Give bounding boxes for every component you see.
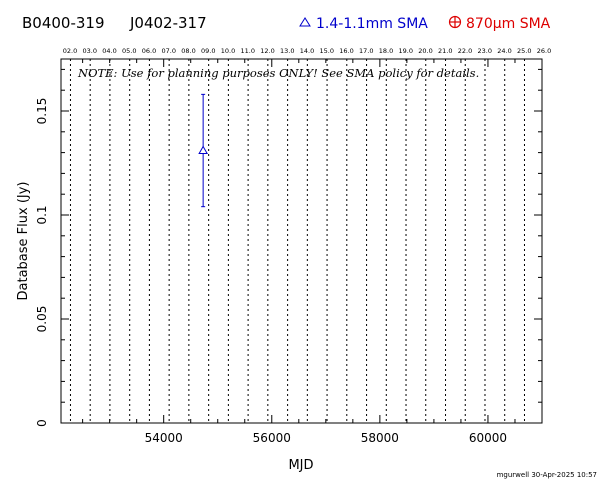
year-label: 13.0 — [280, 47, 294, 55]
legend-sma2: 870μm SMA — [448, 15, 551, 32]
y-tick-label: 0.05 — [35, 306, 49, 333]
year-label: 07.0 — [162, 47, 176, 55]
legend-sma1-label: 1.4-1.1mm SMA — [316, 16, 428, 32]
axis-ticks — [61, 59, 543, 424]
source-name: B0400-319 — [22, 14, 105, 32]
year-label: 04.0 — [102, 47, 116, 55]
legend-sma1: 1.4-1.1mm SMA — [299, 16, 428, 32]
y-tick-label: 0 — [35, 419, 49, 427]
year-label: 03.0 — [83, 47, 97, 55]
legend-sma2-label: 870μm SMA — [466, 16, 551, 32]
year-label: 22.0 — [458, 47, 472, 55]
year-axis-labels: 02.0 03.0 04.0 05.0 06.0 07.0 08.0 09.0 10.0 11.0… — [63, 47, 551, 55]
y-tick-label: 0.1 — [35, 205, 49, 224]
year-label: 21.0 — [438, 47, 452, 55]
year-label: 02.0 — [63, 47, 77, 55]
year-label: 14.0 — [300, 47, 314, 55]
year-label: 10.0 — [221, 47, 235, 55]
year-label: 17.0 — [359, 47, 373, 55]
year-label: 19.0 — [399, 47, 413, 55]
y-tick-label: 0.15 — [35, 98, 49, 125]
x-tick-label: 60000 — [469, 431, 507, 445]
year-label: 05.0 — [122, 47, 136, 55]
year-label: 24.0 — [497, 47, 511, 55]
year-gridlines — [69, 59, 525, 423]
x-tick-label: 58000 — [361, 431, 399, 445]
year-label: 20.0 — [418, 47, 432, 55]
data-points — [198, 93, 208, 208]
x-axis-label: MJD — [288, 458, 313, 473]
year-label: 06.0 — [142, 47, 156, 55]
year-label: 26.0 — [537, 47, 551, 55]
x-tick-label: 54000 — [145, 431, 183, 445]
year-label: 23.0 — [478, 47, 492, 55]
x-tick-label: 56000 — [253, 431, 291, 445]
year-label: 15.0 — [320, 47, 334, 55]
data-point-triangle — [198, 145, 208, 155]
y-axis-label: Database Flux (Jy) — [16, 182, 31, 301]
year-label: 18.0 — [379, 47, 393, 55]
axis-tick-labels: 54000 56000 58000 60000 0 0.05 0.1 0.15 — [35, 98, 507, 445]
triangle-icon — [299, 17, 311, 27]
planning-note: NOTE: Use for planning purposes ONLY! Se… — [77, 66, 479, 80]
year-label: 12.0 — [260, 47, 274, 55]
credit-text: mgurwell 30-Apr-2025 10:57 — [497, 471, 597, 479]
year-label: 11.0 — [241, 47, 255, 55]
year-label: 09.0 — [201, 47, 215, 55]
year-label: 16.0 — [339, 47, 353, 55]
alt-source-name: J0402-317 — [129, 14, 207, 32]
year-label: 25.0 — [517, 47, 531, 55]
year-label: 08.0 — [181, 47, 195, 55]
plot-frame — [60, 58, 543, 424]
